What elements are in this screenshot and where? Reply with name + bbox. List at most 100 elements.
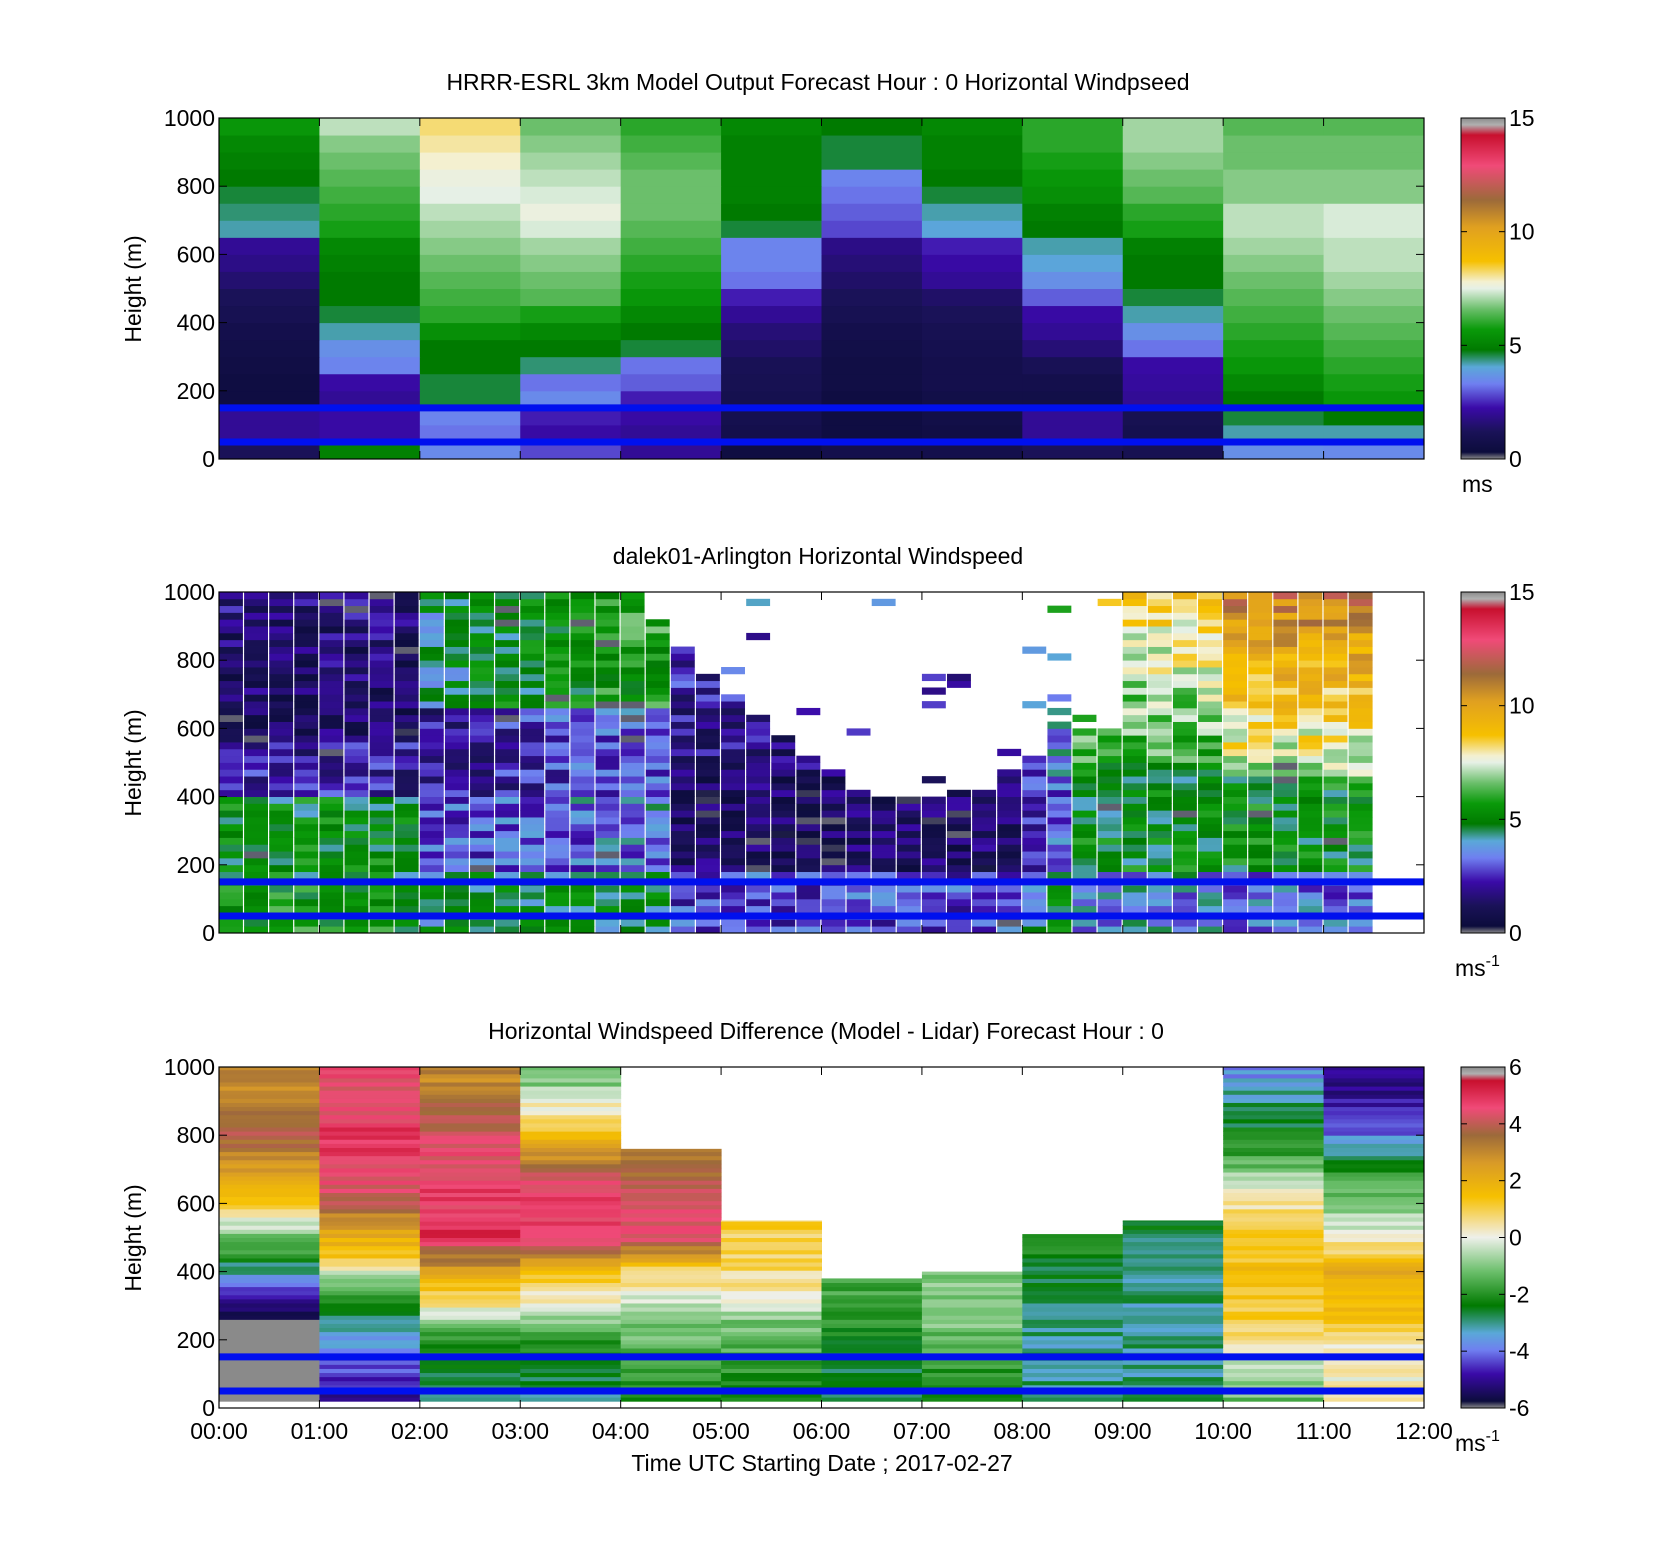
panel-lidar-colorbar-unit: ms-1 (1455, 953, 1500, 981)
heatmap-cell (1273, 592, 1298, 600)
heatmap-cell (319, 728, 344, 736)
heatmap-cell (570, 694, 595, 702)
heatmap-cell (419, 1184, 521, 1189)
heatmap-cell (570, 660, 595, 668)
heatmap-cell (1122, 1290, 1224, 1296)
heatmap-cell (620, 1257, 722, 1263)
heatmap-cell (1323, 592, 1348, 600)
heatmap-cell (419, 619, 444, 627)
heatmap-cell (620, 1192, 722, 1198)
heatmap-cell (1122, 1393, 1224, 1398)
heatmap-cell (1298, 673, 1323, 682)
heatmap-cell (1147, 871, 1172, 879)
heatmap-cell (369, 694, 394, 702)
heatmap-cell (1348, 646, 1373, 654)
heatmap-cell (520, 1327, 622, 1333)
heatmap-cell (972, 851, 997, 859)
heatmap-cell (846, 926, 871, 934)
heatmap-cell (1348, 762, 1373, 770)
heatmap-cell (746, 919, 771, 927)
heatmap-cell (846, 871, 871, 879)
heatmap-cell (219, 152, 320, 170)
heatmap-cell (1172, 864, 1197, 873)
heatmap-cell (394, 830, 419, 838)
heatmap-cell (394, 646, 419, 654)
heatmap-cell (219, 1327, 320, 1333)
heatmap-cell (495, 687, 520, 695)
heatmap-cell (1022, 1376, 1124, 1382)
heatmap-cell (670, 857, 695, 866)
heatmap-cell (620, 390, 722, 409)
heatmap-cell (746, 755, 771, 763)
heatmap-cell (1248, 748, 1273, 757)
heatmap-cell (520, 1393, 622, 1398)
heatmap-cell (620, 1278, 722, 1284)
heatmap-cell (269, 898, 294, 907)
x-tick-label: 04:00 (592, 1418, 650, 1444)
heatmap-cell (1147, 885, 1172, 893)
heatmap-cell (244, 776, 268, 784)
heatmap-cell (545, 612, 570, 620)
heatmap-cell (419, 169, 521, 187)
heatmap-cell (520, 803, 545, 811)
heatmap-cell (394, 898, 419, 907)
heatmap-cell (1198, 673, 1222, 682)
heatmap-cell (319, 1262, 421, 1267)
heatmap-cell (419, 701, 444, 709)
heatmap-cell (595, 803, 620, 811)
heatmap-cell (695, 707, 720, 716)
heatmap-cell (821, 1294, 923, 1300)
heatmap-cell (219, 1090, 320, 1095)
heatmap-cell (620, 680, 645, 688)
heatmap-cell (1122, 441, 1224, 460)
heatmap-cell (821, 817, 846, 825)
heatmap-cell (1172, 748, 1197, 757)
heatmap-cell (520, 220, 622, 238)
heatmap-cell (294, 742, 319, 750)
heatmap-cell (896, 919, 921, 927)
heatmap-cell (921, 857, 946, 866)
heatmap-cell (1323, 1106, 1425, 1112)
heatmap-cell (570, 919, 595, 927)
heatmap-cell (219, 1184, 320, 1189)
heatmap-cell (746, 598, 771, 607)
heatmap-cell (244, 694, 268, 702)
heatmap-cell (670, 789, 695, 797)
heatmap-cell (1172, 639, 1197, 647)
heatmap-cell (1147, 905, 1172, 913)
heatmap-cell (319, 1221, 421, 1226)
heatmap-cell (444, 762, 469, 770)
heatmap-cell (1323, 667, 1348, 675)
heatmap-cell (1248, 707, 1273, 716)
heatmap-cell (419, 1196, 521, 1202)
heatmap-cell (1122, 646, 1147, 654)
heatmap-cell (1323, 1176, 1425, 1181)
heatmap-cell (1223, 1200, 1325, 1206)
heatmap-cell (244, 844, 268, 852)
heatmap-cell (620, 1302, 722, 1308)
heatmap-cell (1323, 926, 1348, 934)
heatmap-cell (319, 796, 344, 804)
heatmap-cell (771, 742, 796, 750)
heatmap-cell (570, 619, 595, 627)
heatmap-cell (319, 1200, 421, 1206)
heatmap-cell (921, 905, 946, 913)
heatmap-cell (1248, 885, 1273, 893)
heatmap-cell (821, 857, 846, 866)
heatmap-cell (846, 892, 871, 900)
heatmap-cell (520, 1249, 622, 1255)
heatmap-cell (721, 1376, 822, 1382)
heatmap-cell (294, 632, 319, 641)
heatmap-cell (419, 1221, 521, 1226)
heatmap-cell (595, 619, 620, 627)
heatmap-cell (721, 1380, 822, 1386)
heatmap-cell (997, 864, 1022, 873)
heatmap-cell (344, 817, 369, 825)
heatmap-cell (1323, 1237, 1425, 1243)
heatmap-cell (1022, 1360, 1124, 1365)
heatmap-cell (1072, 871, 1097, 879)
heatmap-cell (821, 322, 923, 341)
heatmap-cell (319, 441, 421, 460)
heatmap-cell (344, 830, 369, 838)
heatmap-cell (319, 1167, 421, 1173)
